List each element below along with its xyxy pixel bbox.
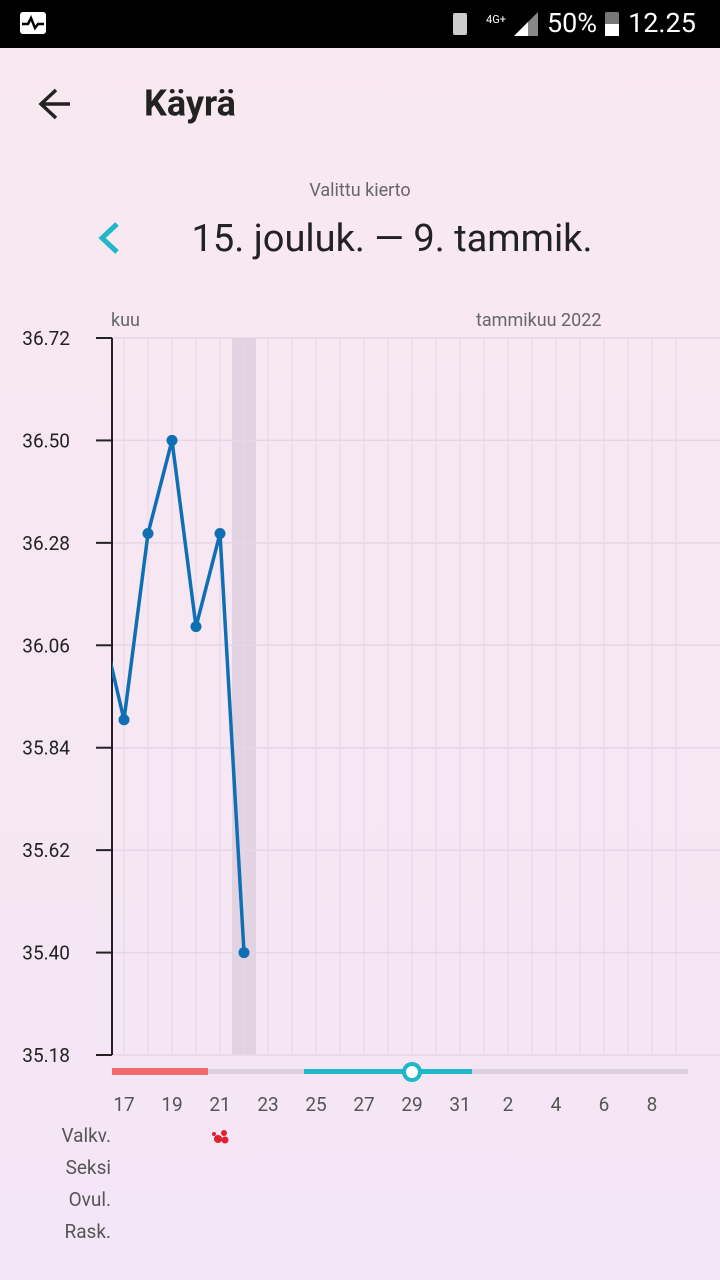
previous-cycle-button[interactable] [98, 222, 119, 254]
battery-saver-icon [453, 13, 467, 35]
temperature-point [238, 947, 250, 959]
x-tick-label: 2 [503, 1093, 514, 1116]
y-tick-label: 35.18 [22, 1044, 70, 1067]
x-tick-label: 6 [599, 1093, 610, 1116]
fertile-bar [304, 1069, 472, 1074]
y-tick-label: 36.72 [22, 327, 70, 350]
network-label: 4G+ [486, 13, 506, 26]
x-tick-label: 8 [647, 1093, 658, 1116]
clock: 12.25 [628, 7, 696, 39]
temperature-point [95, 612, 106, 623]
battery-icon [605, 24, 619, 36]
y-tick-label: 35.84 [22, 737, 70, 760]
temperature-point [118, 714, 130, 726]
signal-icon [514, 22, 528, 36]
x-tick-label: 19 [161, 1093, 182, 1116]
ovulation-marker [402, 1062, 422, 1082]
y-tick-label: 36.50 [22, 429, 70, 452]
status-icon [22, 14, 44, 31]
back-button[interactable] [38, 88, 70, 120]
temperature-point [190, 621, 202, 633]
temperature-point [166, 434, 178, 446]
cycle-label: Valittu kierto [309, 180, 410, 201]
x-tick-label: 27 [353, 1093, 374, 1116]
month-label: tammikuu 2022 [476, 310, 602, 331]
month-label: kuu [111, 310, 140, 331]
page-title: Käyrä [144, 83, 236, 125]
x-tick-label: 29 [401, 1093, 422, 1116]
temperature-point [142, 528, 154, 540]
x-tick-label: 23 [257, 1093, 278, 1116]
symptom-row-label: Rask. [65, 1220, 112, 1243]
x-tick-label: 21 [209, 1093, 230, 1116]
y-tick-label: 35.62 [22, 839, 70, 862]
status-bar [0, 0, 720, 48]
x-tick-label: 31 [449, 1093, 470, 1116]
x-tick-label: 4 [551, 1093, 562, 1116]
y-tick-label: 35.40 [22, 942, 70, 965]
temperature-point [214, 528, 226, 540]
y-tick-label: 36.06 [22, 634, 70, 657]
symptom-row-label: Seksi [66, 1156, 111, 1179]
cycle-range: 15. jouluk. — 9. tammik. [192, 217, 593, 261]
battery-label: 50% [547, 7, 597, 39]
x-tick-label: 25 [305, 1093, 326, 1116]
x-tick-label: 17 [113, 1093, 134, 1116]
y-tick-label: 36.28 [22, 532, 70, 555]
period-bar [112, 1068, 208, 1075]
symptom-row-label: Valkv. [62, 1124, 111, 1147]
symptom-row-label: Ovul. [69, 1188, 111, 1211]
bleeding-icon [212, 1130, 229, 1144]
